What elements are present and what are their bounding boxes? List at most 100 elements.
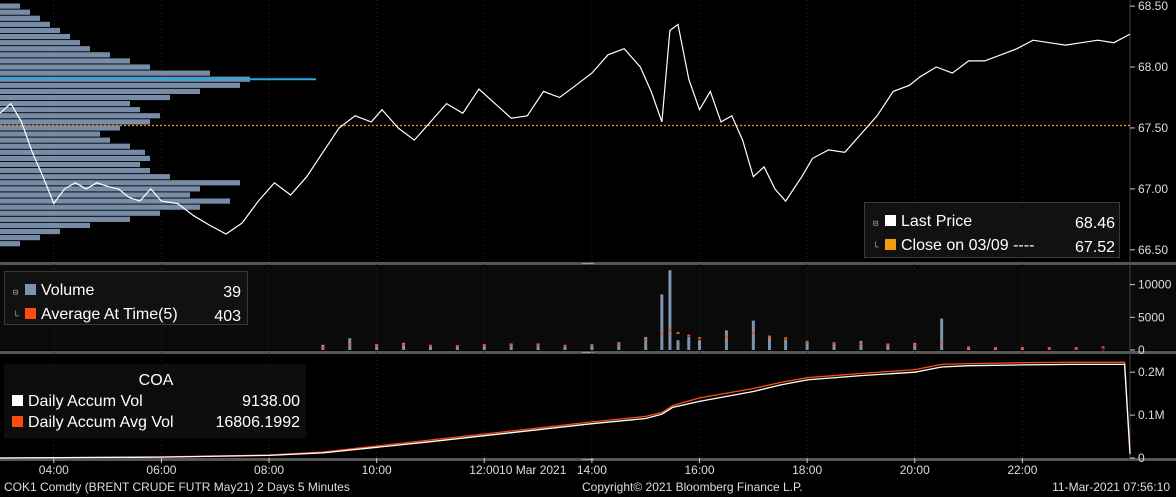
price-tick-label-2: 67.50 [1138,121,1168,135]
volume-bar-20 [767,335,771,350]
legend-row-accum-vol: Daily Accum Vol 9138.00 [12,391,300,412]
volume-swatch [25,284,36,295]
average-mark-12 [644,339,648,342]
volume-bar-24 [859,340,863,350]
price-tick-label-1: 68.00 [1138,60,1168,74]
price-tick-label-4: 66.50 [1138,243,1168,257]
volume-profile-bar-0 [0,241,20,247]
panel-grip-icon-1 [582,352,594,353]
volume-profile-bar-24 [0,94,170,101]
average-value: 403 [214,307,241,325]
average-mark-6 [482,344,486,347]
average-mark-32 [1074,347,1078,350]
volume-profile-bar-14 [0,155,150,162]
volume-bar-4 [428,344,432,350]
average-mark-4 [428,345,432,348]
price-tick-label-3: 67.00 [1138,182,1168,196]
average-label: Average At Time(5) [41,306,178,323]
volume-profile-bar-22 [0,107,140,113]
average-mark-24 [859,343,863,346]
volume-bar-6 [482,344,486,350]
x-tick-label-0: 04:00 [39,463,69,477]
volume-bar-16 [687,336,691,350]
x-tick-label-5: 14:00 [577,463,607,477]
average-mark-29 [993,347,997,350]
volume-bar-5 [455,345,459,350]
last-price-value: 68.46 [1074,214,1115,232]
average-mark-19 [751,332,755,334]
volume-profile-bar-12 [0,168,150,174]
volume-bar-8 [536,343,540,350]
volume-profile-bar-23 [0,100,130,107]
close-label: Close on 03/09 [901,237,1009,254]
volume-bar-3 [402,342,406,350]
volume-profile-bar-35 [0,27,60,34]
volume-bar-31 [1047,349,1051,350]
x-tick-label-9: 22:00 [1007,463,1037,477]
volume-profile-bar-21 [0,113,160,119]
volume-bar-14 [668,270,672,350]
legend-row-volume: ⊟ Volume 39 [13,280,241,304]
volume-profile-bar-11 [0,174,170,180]
volume-profile-bar-8 [0,192,190,198]
average-mark-3 [402,343,406,346]
tree-collapse-icon[interactable]: ⊟ [873,219,879,229]
average-mark-9 [563,345,567,348]
accum-vol-line [0,363,1131,459]
average-mark-26 [913,343,917,346]
panel-grip-icon-0 [582,263,594,264]
coa-title: COA [138,372,174,389]
tree-branch-icon: └ [873,243,879,253]
volume-profile-bar-25 [0,88,200,94]
volume-bar-10 [590,344,594,350]
volume-profile-bar-33 [0,40,80,46]
volume-value: 39 [223,283,241,301]
average-mark-1 [348,343,352,346]
volume-profile-bar-28 [0,70,210,76]
average-mark-27 [940,341,944,344]
tree-collapse-icon[interactable]: ⊟ [13,288,19,298]
volume-bar-11 [617,342,621,350]
x-tick-label-1: 06:00 [146,463,176,477]
volume-profile-bar-34 [0,33,70,40]
volume-bar-7 [509,343,513,350]
accum-vol-swatch [12,395,23,406]
volume-profile-bar-17 [0,137,110,143]
volume-bar-13 [660,294,664,350]
tree-branch-icon: └ [13,312,19,322]
volume-profile-bar-5 [0,210,160,216]
average-mark-11 [617,343,621,346]
accum-avg-label: Daily Accum Avg Vol [28,414,174,431]
volume-profile-bar-20 [0,119,150,125]
average-mark-22 [805,341,809,344]
volume-profile-bar-6 [0,204,200,210]
volume-bar-30 [1020,349,1024,350]
volume-tick-label-0: 10000 [1138,278,1172,292]
volume-label: Volume [41,282,95,299]
volume-profile-bar-3 [0,222,90,229]
accum-vol-label: Daily Accum Vol [28,393,143,410]
legend-row-average: └ Average At Time(5) 403 [13,304,241,328]
average-mark-5 [455,345,459,348]
volume-profile-bar-18 [0,131,100,137]
volume-profile-bar-30 [0,58,130,64]
accum-avg-line [0,361,1131,459]
footer-security-info: COK1 Comdty (BRENT CRUDE FUTR May21) 2 D… [4,480,350,494]
volume-profile-bar-1 [0,235,40,241]
volume-profile-bar-29 [0,64,150,70]
volume-bar-28 [967,347,971,350]
volume-bar-26 [913,342,917,350]
last-price-line [0,23,1131,235]
accum-vol-value: 9138.00 [242,393,300,410]
average-mark-2 [375,344,379,347]
average-mark-33 [1101,346,1105,349]
average-mark-17 [698,337,702,340]
volume-bar-19 [751,320,755,350]
x-tick-label-2: 08:00 [254,463,284,477]
volume-profile-bar-37 [0,15,40,21]
x-tick-label-3: 10:00 [362,463,392,477]
average-mark-31 [1047,347,1051,350]
volume-bar-32 [1074,349,1078,350]
volume-profile-bar-36 [0,21,50,27]
last-price-label: Last Price [901,213,973,230]
